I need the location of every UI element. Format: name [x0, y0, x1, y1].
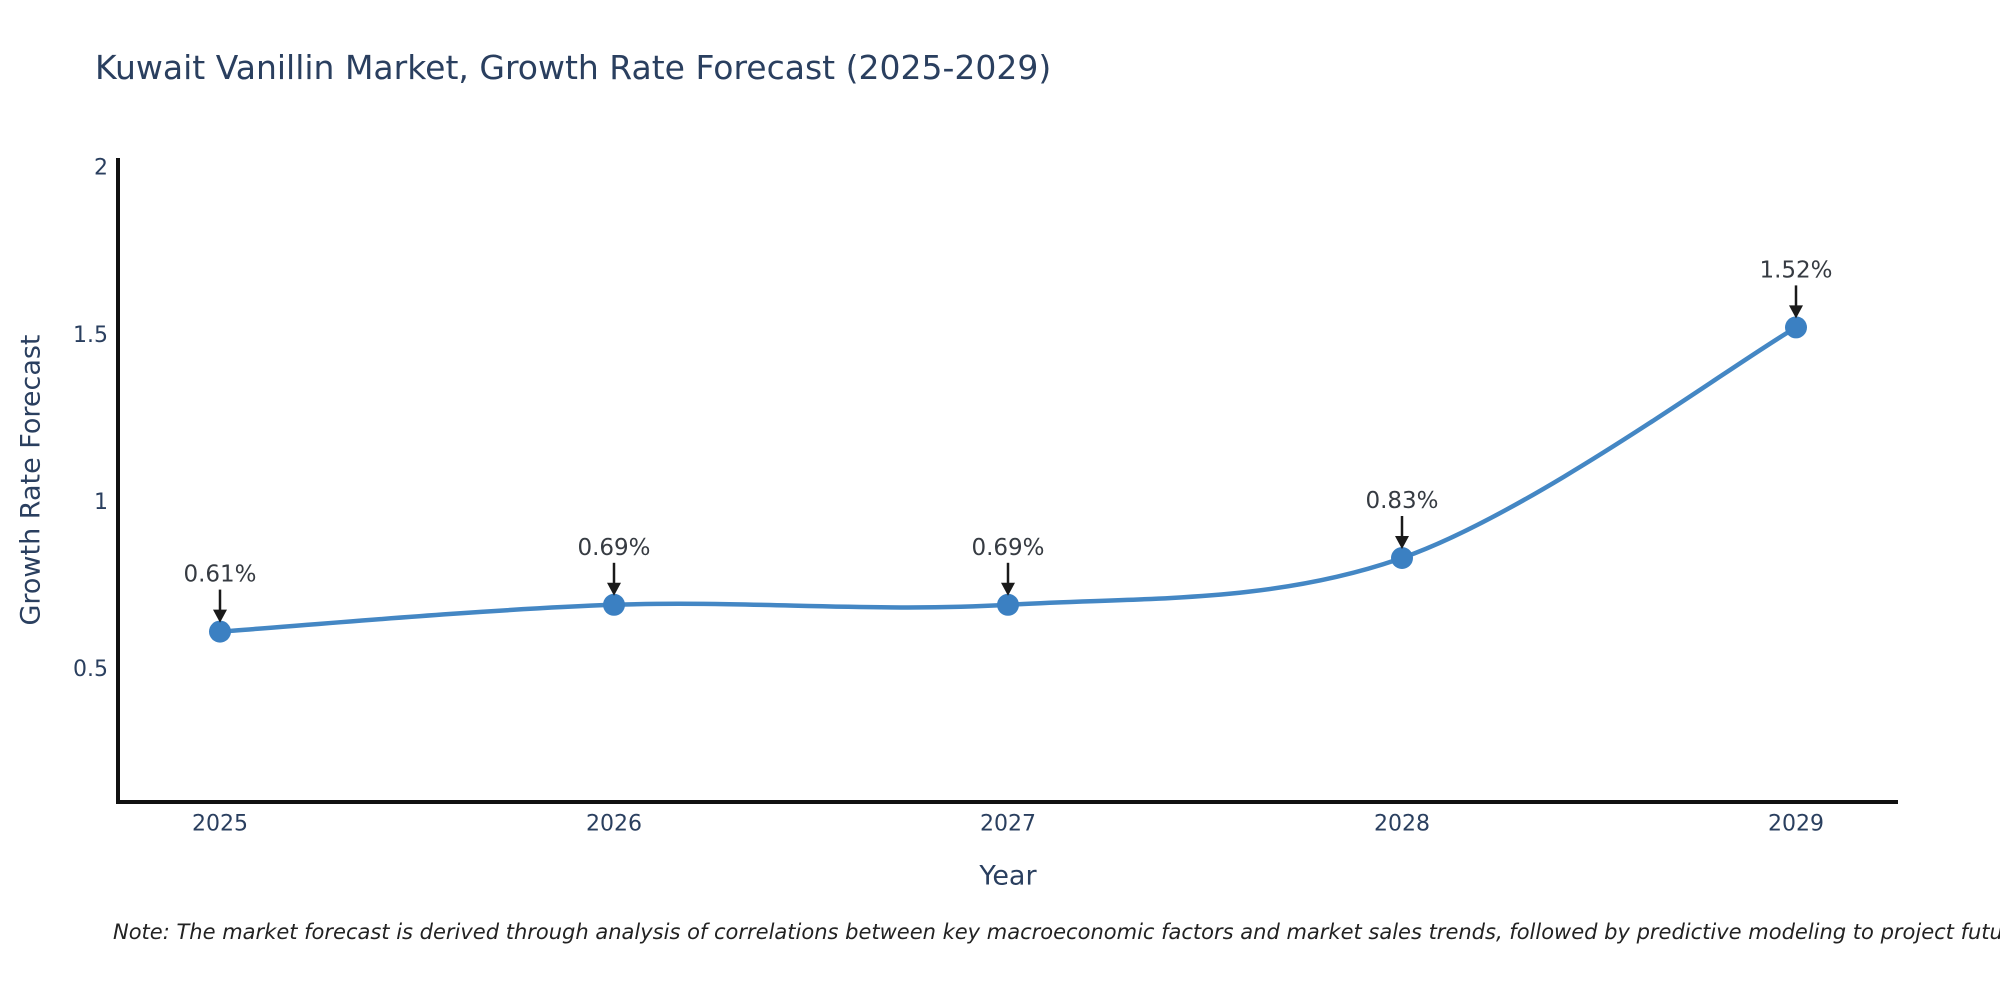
chart-title: Kuwait Vanillin Market, Growth Rate Fore…	[95, 48, 1052, 87]
axes-layer	[116, 158, 1898, 804]
annotation-arrowhead	[1395, 536, 1409, 549]
x-tick-label: 2029	[1768, 812, 1824, 837]
annotation-arrowhead	[607, 582, 621, 596]
data-point-2028[interactable]	[1391, 547, 1413, 569]
x-tick-label: 2028	[1374, 812, 1430, 837]
annotation-arrowhead	[213, 609, 227, 623]
point-annotation: 0.69%	[577, 535, 650, 561]
y-axis-title: Growth Rate Forecast	[15, 334, 46, 625]
data-point-2025[interactable]	[209, 620, 231, 643]
data-point-2029[interactable]	[1785, 316, 1807, 339]
x-tick-label: 2025	[192, 812, 248, 837]
data-point-2027[interactable]	[997, 593, 1019, 616]
y-tick-label: 1	[94, 490, 108, 515]
x-tick-label: 2026	[586, 812, 642, 837]
series-layer	[209, 316, 1807, 643]
annotation-arrowhead	[1001, 582, 1015, 596]
y-tick-label: 2	[94, 156, 108, 181]
point-annotation: 0.83%	[1365, 488, 1438, 514]
tick-layer: 0.5 1 1.5 2 2025 2026 2027 2028 2029	[73, 156, 1824, 837]
annotation-arrowhead	[1789, 305, 1803, 319]
data-point-2026[interactable]	[603, 593, 625, 616]
annotation-layer: 0.61% 0.69% 0.69% 0.83% 1.52%	[183, 257, 1833, 623]
point-annotation: 1.52%	[1759, 257, 1832, 283]
point-annotation: 0.61%	[183, 562, 256, 588]
footnote: Note: The market forecast is derived thr…	[113, 920, 2000, 944]
y-tick-label: 0.5	[73, 657, 108, 682]
y-tick-label: 1.5	[73, 323, 108, 348]
point-annotation: 0.69%	[971, 535, 1044, 561]
x-tick-label: 2027	[980, 812, 1036, 837]
x-axis-title: Year	[978, 860, 1037, 891]
axis-lines	[116, 158, 1898, 804]
